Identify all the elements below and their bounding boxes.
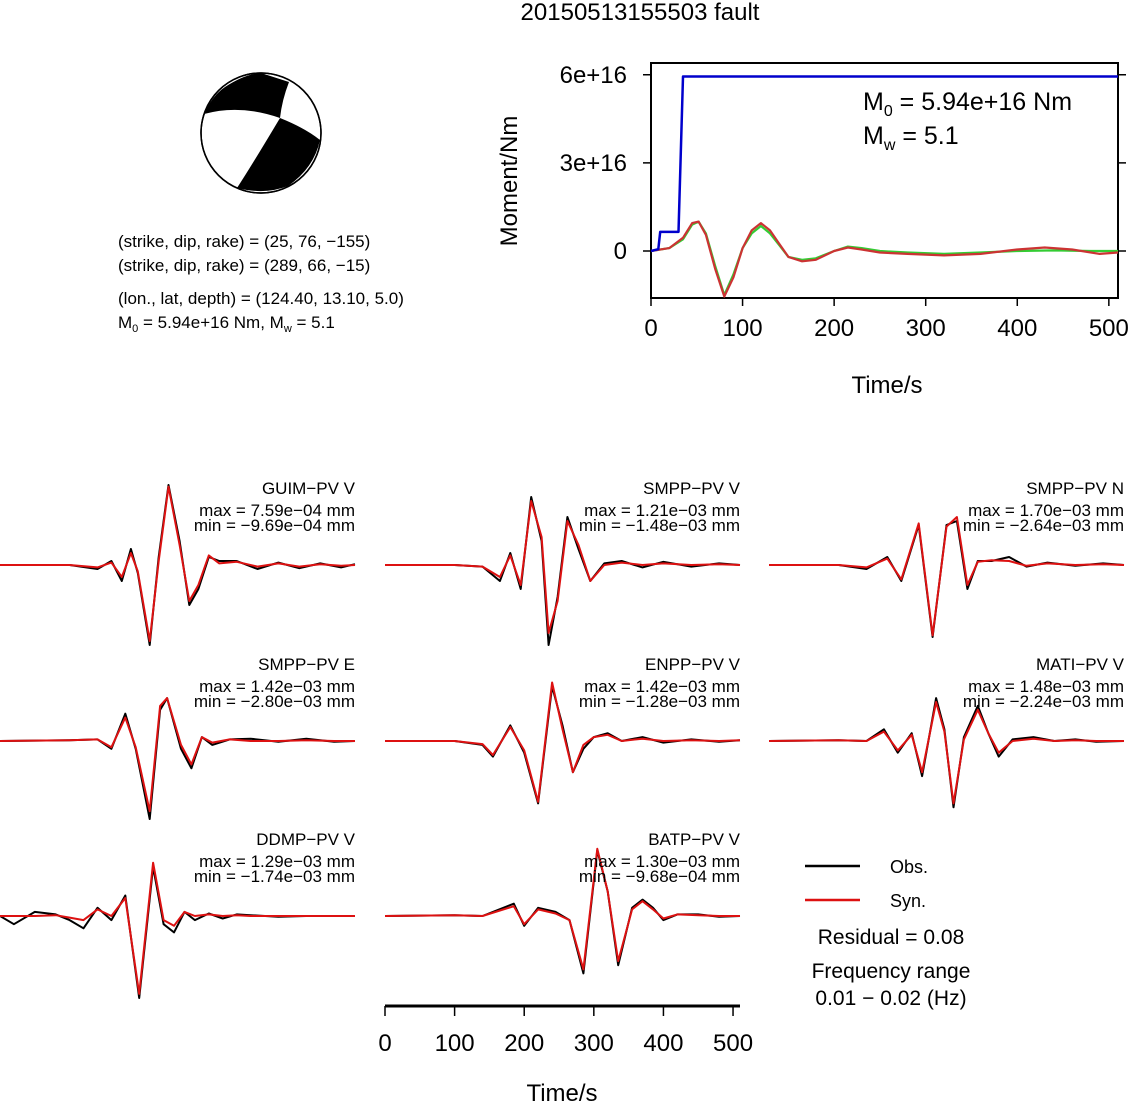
station-label: BATP−PV V xyxy=(648,830,740,849)
station-label: GUIM−PV V xyxy=(262,479,356,498)
moment-y-tick-label: 6e+16 xyxy=(560,62,627,89)
waveform-x-axis-label: Time/s xyxy=(526,1080,597,1104)
moment-x-tick-label: 500 xyxy=(1089,315,1129,342)
moment-chart: 0 100 200 300 400 500 0 3e+16 6e+16 Time/s Mome… xyxy=(496,62,1129,399)
moment-x-tick-label: 300 xyxy=(906,315,946,342)
waveform-x-tick-label: 0 xyxy=(378,1030,391,1057)
moment-y-tick-label: 3e+16 xyxy=(560,150,627,177)
synthetic-waveform xyxy=(768,701,1124,805)
moment-plot-frame xyxy=(650,62,1119,299)
residual-value: Residual = 0.08 xyxy=(818,926,965,949)
observed-waveform xyxy=(769,520,1125,638)
frequency-range-value: 0.01 − 0.02 (Hz) xyxy=(815,987,966,1010)
synthetic-waveform xyxy=(0,697,355,813)
waveform-x-tick-label: 300 xyxy=(574,1030,614,1057)
station-label: DDMP−PV V xyxy=(256,830,355,849)
moment-annotation-m0: M0 = 5.94e+16 Nm xyxy=(863,88,1072,120)
moment-x-tick-label: 0 xyxy=(644,315,657,342)
min-amplitude: min = −9.69e−04 mm xyxy=(194,516,355,535)
moment-y-ticks: 0 3e+16 6e+16 xyxy=(560,62,1126,265)
observed-waveform xyxy=(0,697,356,820)
max-amplitude: max = 1.42e−03 mm xyxy=(584,677,740,696)
moment-x-tick-label: 100 xyxy=(723,315,763,342)
synthetic-waveform xyxy=(385,681,741,803)
moment-series-moment-rate-syn xyxy=(650,220,1119,298)
legend-syn-label: Syn. xyxy=(890,891,926,911)
moment-magnitude-summary: M0 = 5.94e+16 Nm, Mw = 5.1 xyxy=(118,313,335,335)
min-amplitude: min = −9.68e−04 mm xyxy=(579,867,740,886)
legend-obs-label: Obs. xyxy=(890,857,928,877)
focal-mechanism-beachball xyxy=(200,72,322,194)
moment-x-tick-label: 200 xyxy=(814,315,854,342)
moment-y-axis-label: Moment/Nm xyxy=(496,116,523,247)
max-amplitude: max = 1.70e−03 mm xyxy=(968,501,1124,520)
nodal-plane-2: (strike, dip, rake) = (289, 66, −15) xyxy=(118,256,370,275)
moment-x-tick-label: 400 xyxy=(997,315,1037,342)
moment-annotation-mw: Mw = 5.1 xyxy=(863,122,959,154)
moment-plot-area xyxy=(650,62,1119,299)
synthetic-waveform xyxy=(769,516,1125,637)
station-label: SMPP−PV N xyxy=(1026,479,1124,498)
frequency-range-title: Frequency range xyxy=(812,960,971,983)
max-amplitude: max = 1.29e−03 mm xyxy=(199,852,355,871)
min-amplitude: min = −2.80e−03 mm xyxy=(194,692,355,711)
nodal-plane-1: (strike, dip, rake) = (25, 76, −155) xyxy=(118,232,370,251)
event-location: (lon., lat, depth) = (124.40, 13.10, 5.0… xyxy=(118,289,404,308)
waveform-x-tick-label: 200 xyxy=(504,1030,544,1057)
figure-title: 20150513155503 fault xyxy=(521,0,760,26)
moment-x-ticks: 0 100 200 300 400 500 xyxy=(644,298,1129,342)
station-label: MATI−PV V xyxy=(1036,655,1125,674)
legend: Obs. Syn. Residual = 0.08 Frequency rang… xyxy=(805,857,970,1010)
synthetic-waveform xyxy=(0,861,355,995)
station-label: SMPP−PV V xyxy=(643,479,741,498)
max-amplitude: max = 7.59e−04 mm xyxy=(199,501,355,520)
synthetic-waveform xyxy=(0,485,356,642)
station-label: SMPP−PV E xyxy=(258,655,355,674)
observed-waveform xyxy=(0,865,355,999)
waveform-x-tick-label: 100 xyxy=(435,1030,475,1057)
waveform-time-axis: 0 100 200 300 400 500 xyxy=(378,1004,753,1057)
min-amplitude: min = −1.48e−03 mm xyxy=(579,516,740,535)
station-label: ENPP−PV V xyxy=(645,655,741,674)
min-amplitude: min = −2.24e−03 mm xyxy=(963,692,1124,711)
min-amplitude: min = −2.64e−03 mm xyxy=(963,516,1124,535)
moment-series-cumulative xyxy=(650,75,1118,253)
moment-y-tick-label: 0 xyxy=(614,238,627,265)
max-amplitude: max = 1.48e−03 mm xyxy=(968,677,1124,696)
synthetic-waveform xyxy=(384,847,740,971)
waveform-x-tick-label: 400 xyxy=(643,1030,683,1057)
max-amplitude: max = 1.30e−03 mm xyxy=(584,852,740,871)
min-amplitude: min = −1.74e−03 mm xyxy=(194,867,355,886)
synthetic-waveform xyxy=(385,500,741,634)
min-amplitude: min = −1.28e−03 mm xyxy=(579,692,740,711)
moment-x-axis-label: Time/s xyxy=(851,372,922,399)
max-amplitude: max = 1.42e−03 mm xyxy=(199,677,355,696)
waveform-x-tick-label: 500 xyxy=(713,1030,753,1057)
max-amplitude: max = 1.21e−03 mm xyxy=(584,501,740,520)
